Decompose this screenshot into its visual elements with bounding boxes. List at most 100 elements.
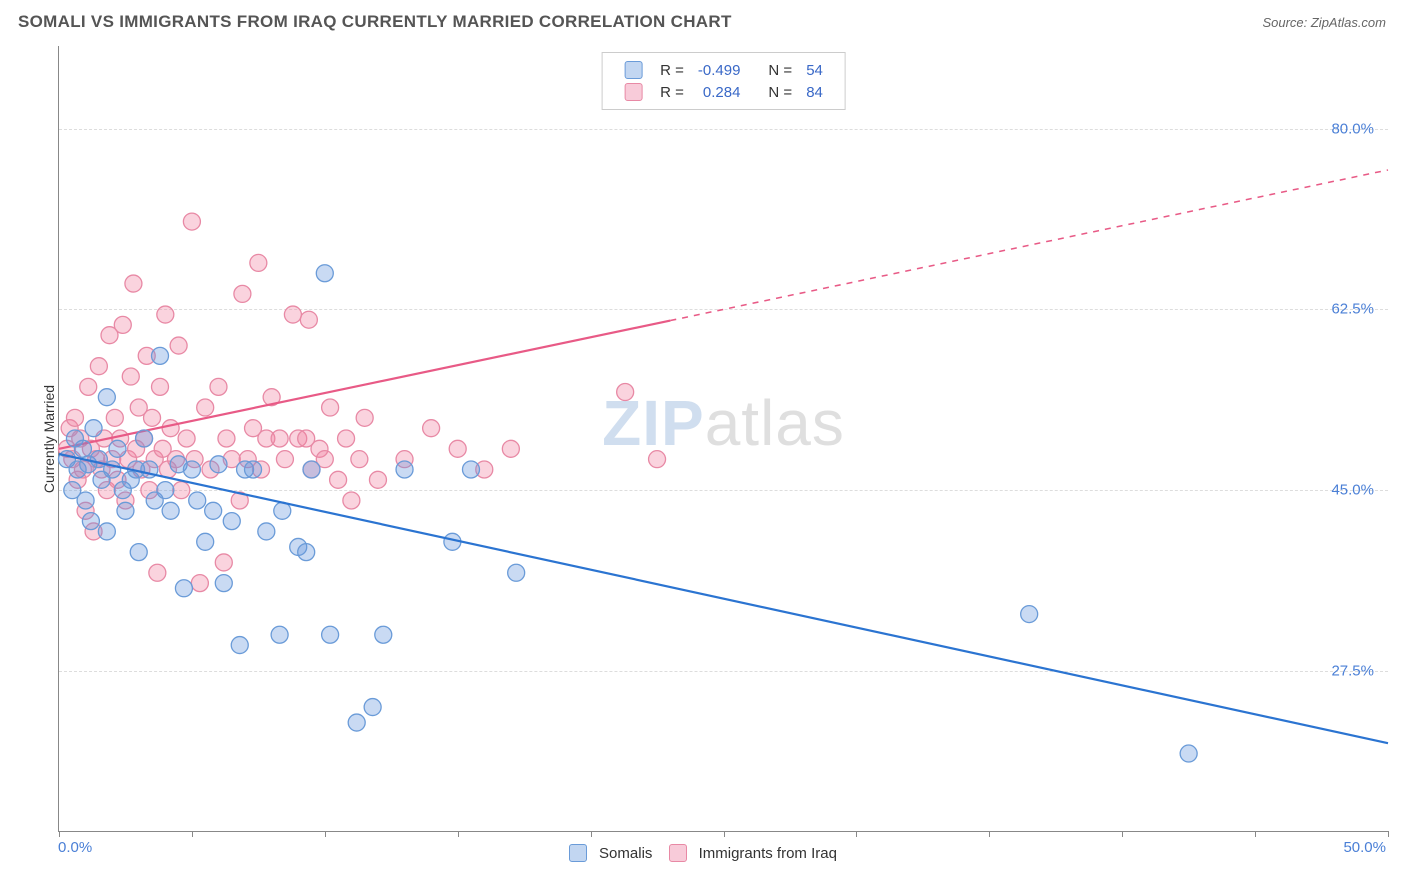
- iraq-point: [351, 451, 368, 468]
- x-tick: [724, 831, 725, 837]
- x-tick-label: 50.0%: [1343, 839, 1386, 856]
- somali-point: [364, 699, 381, 716]
- r-value: 0.284: [692, 82, 747, 102]
- iraq-point: [271, 430, 288, 447]
- somali-point: [157, 482, 174, 499]
- iraq-point: [106, 409, 123, 426]
- iraq-point: [173, 482, 190, 499]
- iraq-point: [149, 564, 166, 581]
- x-tick-label: 0.0%: [58, 839, 92, 856]
- somali-point: [1180, 745, 1197, 762]
- iraq-point: [338, 430, 355, 447]
- somali-point: [245, 461, 262, 478]
- iraq-point: [191, 575, 208, 592]
- somali-point: [215, 575, 232, 592]
- iraq-point: [276, 451, 293, 468]
- somali-point: [117, 502, 134, 519]
- iraq-point: [122, 368, 139, 385]
- somali-point: [258, 523, 275, 540]
- plot-area: Currently Married 27.5%45.0%62.5%80.0% Z…: [58, 46, 1388, 832]
- scatter-svg: [59, 46, 1388, 831]
- iraq-point: [183, 213, 200, 230]
- iraq-point: [250, 254, 267, 271]
- x-tick: [325, 831, 326, 837]
- r-label: R =: [654, 82, 690, 102]
- somali-point: [82, 513, 99, 530]
- r-value: -0.499: [692, 60, 747, 80]
- somali-point: [271, 626, 288, 643]
- somali-point: [316, 265, 333, 282]
- iraq-point: [322, 399, 339, 416]
- iraq-point: [649, 451, 666, 468]
- somali-point: [162, 502, 179, 519]
- n-value: 54: [800, 60, 829, 80]
- r-label: R =: [654, 60, 690, 80]
- somali-point: [348, 714, 365, 731]
- iraq-point: [356, 409, 373, 426]
- iraq-point: [157, 306, 174, 323]
- legend-swatch: [569, 844, 587, 862]
- somali-point: [130, 544, 147, 561]
- iraq-point: [162, 420, 179, 437]
- iraq-point: [197, 399, 214, 416]
- somali-point: [136, 430, 153, 447]
- somali-point: [175, 580, 192, 597]
- x-tick: [59, 831, 60, 837]
- somali-point: [210, 456, 227, 473]
- source-prefix: Source:: [1262, 15, 1310, 30]
- chart-title: SOMALI VS IMMIGRANTS FROM IRAQ CURRENTLY…: [18, 12, 732, 32]
- somali-point: [1021, 606, 1038, 623]
- legend-row: R =0.284N =84: [618, 82, 829, 102]
- legend-label: Somalis: [599, 845, 652, 862]
- somali-point: [375, 626, 392, 643]
- somali-point: [98, 523, 115, 540]
- legend-label: Immigrants from Iraq: [699, 845, 837, 862]
- iraq-point: [210, 378, 227, 395]
- iraq-point: [502, 440, 519, 457]
- x-tick: [192, 831, 193, 837]
- somali-point: [109, 440, 126, 457]
- somali-point: [303, 461, 320, 478]
- somali-point: [231, 637, 248, 654]
- somali-point: [85, 420, 102, 437]
- somali-point: [77, 492, 94, 509]
- iraq-point: [80, 378, 97, 395]
- iraq-point: [215, 554, 232, 571]
- iraq-trendline: [59, 321, 670, 449]
- somali-point: [462, 461, 479, 478]
- chart-container: Currently Married 27.5%45.0%62.5%80.0% Z…: [18, 46, 1388, 874]
- iraq-point: [114, 316, 131, 333]
- legend-series: Somalis Immigrants from Iraq: [18, 844, 1388, 862]
- source-credit: Source: ZipAtlas.com: [1262, 15, 1386, 30]
- somali-point: [98, 389, 115, 406]
- somali-point: [223, 513, 240, 530]
- iraq-point: [66, 409, 83, 426]
- iraq-point: [144, 409, 161, 426]
- iraq-point: [330, 471, 347, 488]
- iraq-point: [234, 285, 251, 302]
- somali-point: [322, 626, 339, 643]
- iraq-point: [90, 358, 107, 375]
- n-label: N =: [762, 60, 798, 80]
- iraq-trendline-dashed: [670, 170, 1388, 321]
- x-tick: [591, 831, 592, 837]
- somali-point: [189, 492, 206, 509]
- legend-row: R =-0.499 N =54: [618, 60, 829, 80]
- source-link[interactable]: ZipAtlas.com: [1311, 15, 1386, 30]
- somali-point: [396, 461, 413, 478]
- iraq-point: [152, 378, 169, 395]
- somali-point: [205, 502, 222, 519]
- somali-point: [197, 533, 214, 550]
- x-tick: [856, 831, 857, 837]
- somali-point: [183, 461, 200, 478]
- legend-swatch: [669, 844, 687, 862]
- y-axis-label: Currently Married: [41, 384, 57, 492]
- somali-point: [152, 347, 169, 364]
- legend-swatch: [624, 83, 642, 101]
- iraq-point: [423, 420, 440, 437]
- somali-point: [508, 564, 525, 581]
- somali-point: [298, 544, 315, 561]
- x-tick: [1388, 831, 1389, 837]
- iraq-point: [178, 430, 195, 447]
- legend-correlation: R =-0.499 N =54R =0.284N =84: [601, 52, 846, 110]
